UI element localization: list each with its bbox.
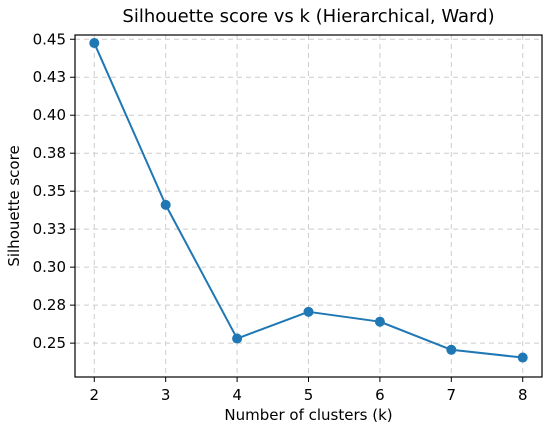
chart-title: Silhouette score vs k (Hierarchical, War… — [122, 6, 494, 27]
tick-layer: 2 3 4 5 6 7 8 0.25 0.28 0.30 0.33 0.35 0.38 0.40 0.43 0… — [33, 30, 528, 404]
y-tick-label: 0.43 — [33, 68, 66, 86]
series-layer — [89, 38, 528, 363]
y-tick-label: 0.40 — [33, 106, 66, 124]
x-tick-label: 5 — [304, 386, 314, 404]
x-tick-label: 7 — [447, 386, 457, 404]
y-axis-label: Silhouette score — [5, 145, 23, 266]
y-tick-label: 0.28 — [33, 296, 66, 314]
y-tick-label: 0.35 — [33, 182, 66, 200]
x-tick-label: 6 — [375, 386, 385, 404]
x-tick-label: 3 — [161, 386, 171, 404]
data-point — [517, 352, 528, 363]
data-point — [232, 333, 243, 344]
y-tick-label: 0.33 — [33, 220, 66, 238]
y-tick-label: 0.30 — [33, 258, 66, 276]
data-point — [160, 199, 171, 210]
y-tick-label: 0.25 — [33, 334, 66, 352]
data-point — [446, 344, 457, 355]
data-point — [303, 306, 314, 317]
y-tick-label: 0.38 — [33, 144, 66, 162]
x-tick-label: 4 — [232, 386, 242, 404]
y-tick-label: 0.45 — [33, 30, 66, 48]
data-point — [89, 38, 100, 49]
data-point — [374, 316, 385, 327]
x-tick-label: 2 — [90, 386, 100, 404]
x-tick-label: 8 — [518, 386, 528, 404]
x-axis-label: Number of clusters (k) — [224, 406, 392, 424]
